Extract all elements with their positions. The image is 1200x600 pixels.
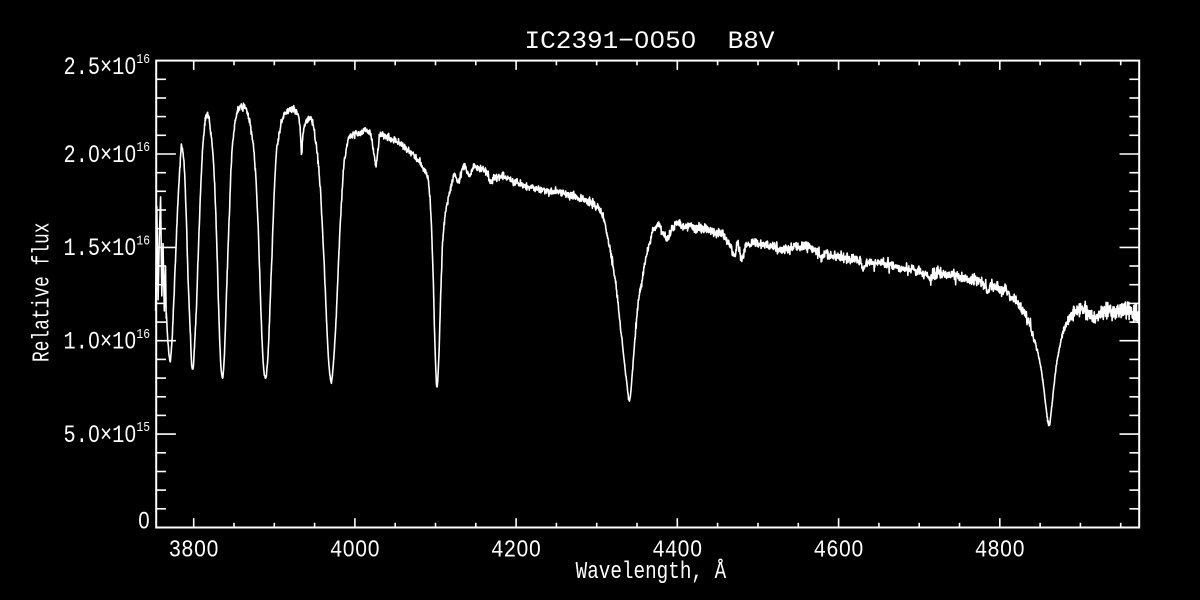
svg-text:3800: 3800 [169, 536, 219, 564]
svg-text:IC2391−0050 B8V: IC2391−0050 B8V [524, 27, 775, 56]
svg-text:4600: 4600 [814, 536, 864, 564]
svg-text:4800: 4800 [975, 536, 1025, 564]
svg-text:4400: 4400 [652, 536, 702, 564]
svg-text:1.0×1016: 1.0×1016 [64, 326, 150, 357]
svg-text:2.5×1016: 2.5×1016 [64, 51, 150, 82]
svg-text:Relative flux: Relative flux [29, 223, 56, 362]
svg-text:1.5×1016: 1.5×1016 [64, 232, 150, 263]
svg-text:2.0×1016: 2.0×1016 [64, 139, 150, 170]
svg-text:4000: 4000 [330, 536, 380, 564]
svg-text:4200: 4200 [491, 536, 541, 564]
svg-text:5.0×1015: 5.0×1015 [64, 419, 150, 450]
svg-text:Wavelength, Å: Wavelength, Å [576, 557, 727, 586]
